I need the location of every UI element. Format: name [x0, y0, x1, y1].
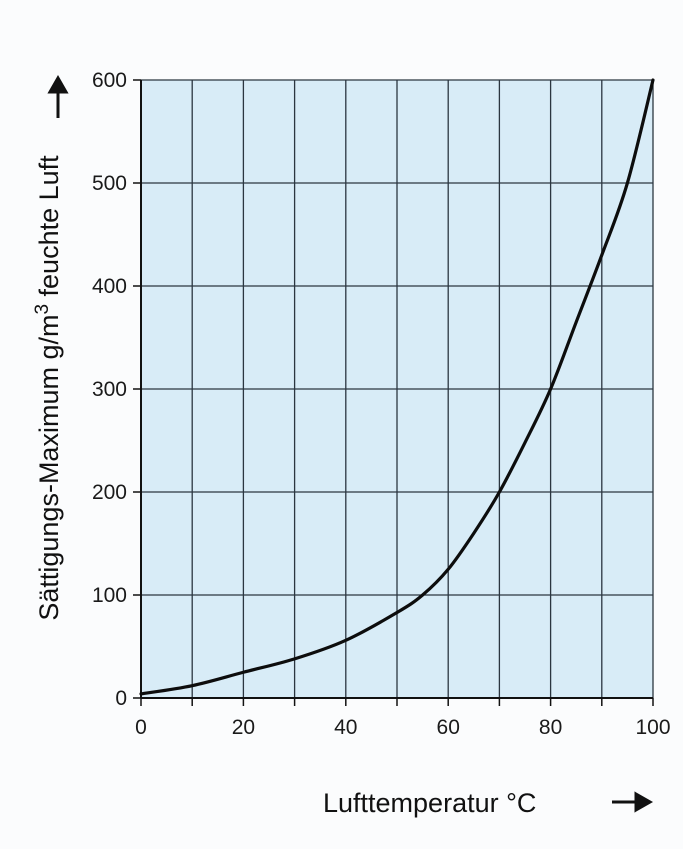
x-tick-label: 20: [232, 716, 255, 739]
y-tick-label: 0: [115, 687, 127, 710]
y-axis-arrow-icon: [47, 74, 69, 118]
y-tick-label: 100: [92, 584, 127, 607]
y-tick-label: 500: [92, 172, 127, 195]
x-axis-title: Lufttemperatur °C: [323, 788, 536, 818]
y-tick-label: 200: [92, 481, 127, 504]
y-tick-label: 600: [92, 69, 127, 92]
tick-labels: 0 20 40 60 80 100 0 100 200 300 400 500 600: [92, 69, 671, 739]
x-axis-arrow-icon: [612, 791, 654, 813]
y-tick-label: 300: [92, 378, 127, 401]
x-tick-label: 0: [135, 716, 147, 739]
x-tick-label: 100: [635, 716, 670, 739]
y-axis-title: Sättigungs-Maximum g/m3 feuchte Luft: [32, 155, 64, 621]
axes: [133, 79, 654, 706]
grid: [140, 79, 654, 699]
x-tick-label: 40: [334, 716, 357, 739]
data-series-curve: [139, 78, 655, 696]
x-tick-label: 80: [539, 716, 562, 739]
y-tick-label: 400: [92, 275, 127, 298]
x-tick-label: 60: [437, 716, 460, 739]
